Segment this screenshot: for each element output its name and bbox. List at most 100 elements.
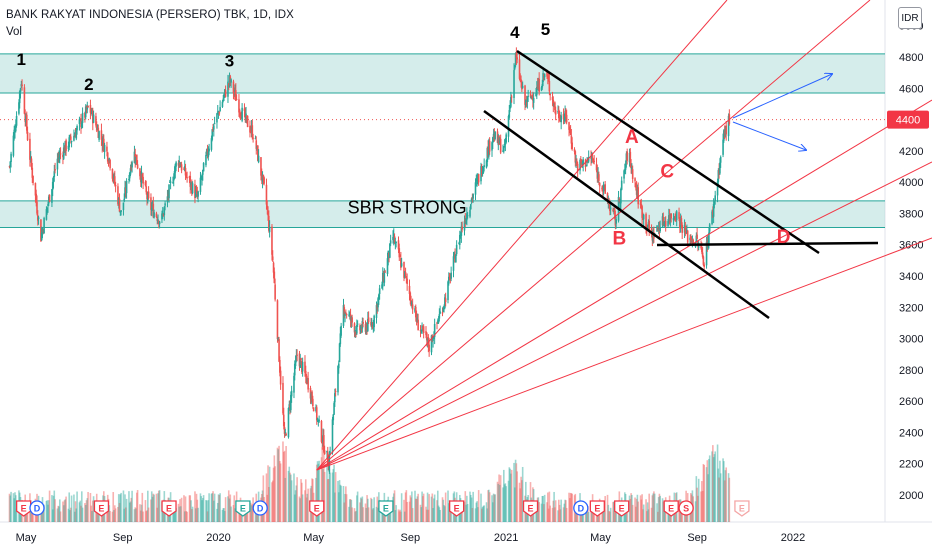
- volume-bar: [200, 496, 203, 522]
- volume-bar: [273, 455, 276, 522]
- candle-body: [184, 167, 187, 176]
- volume-bar: [466, 495, 468, 522]
- candle-body: [218, 112, 221, 114]
- candle-body: [191, 183, 194, 194]
- volume-bar: [339, 484, 342, 522]
- event-marker-shape: [734, 500, 750, 517]
- volume-bar: [25, 511, 28, 522]
- candle-body: [525, 102, 528, 105]
- volume-bar: [629, 498, 632, 522]
- candle-body: [723, 130, 725, 141]
- volume-bar: [315, 464, 318, 522]
- candle-body: [114, 185, 117, 187]
- candle-body: [57, 156, 60, 158]
- volume-bar: [602, 502, 605, 522]
- volume-bar: [389, 505, 392, 522]
- event-marker-shape: [252, 500, 268, 516]
- candle-body: [353, 323, 356, 333]
- volume-bar: [222, 508, 225, 522]
- candle-body: [136, 154, 138, 165]
- volume-bar: [503, 484, 506, 522]
- volume-bar: [114, 505, 116, 522]
- volume-bar: [13, 498, 16, 522]
- volume-bar: [153, 494, 155, 522]
- volume-bar: [492, 502, 494, 522]
- volume-bar: [426, 492, 429, 522]
- volume-bar: [695, 476, 698, 522]
- volume-bar: [609, 511, 611, 522]
- candle-body: [262, 174, 265, 179]
- volume-bar: [630, 493, 632, 522]
- candle-body: [606, 193, 609, 202]
- candle-body: [263, 177, 265, 184]
- candle-body: [460, 226, 463, 236]
- candle-body: [673, 217, 676, 221]
- volume-bar: [664, 511, 666, 522]
- annotation-label: D: [777, 227, 791, 248]
- event-marker-letter: E: [21, 504, 27, 514]
- volume-bar: [86, 498, 89, 522]
- candle-body: [260, 157, 262, 176]
- candle-body: [150, 197, 152, 210]
- volume-bar: [210, 493, 213, 522]
- candle-body: [361, 321, 364, 329]
- volume-bar: [67, 508, 70, 522]
- candle-body: [441, 312, 444, 314]
- volume-bar: [543, 504, 545, 522]
- event-marker-letter: E: [166, 504, 172, 514]
- volume-bar: [409, 495, 412, 522]
- volume-bar: [725, 467, 728, 522]
- last-price-tag-text: 4400: [896, 115, 920, 127]
- volume-bar: [371, 509, 374, 522]
- volume-bar: [499, 484, 501, 522]
- candle-body: [139, 168, 141, 177]
- volume-bar: [647, 509, 650, 522]
- candle-body: [646, 225, 648, 230]
- candle-body: [326, 450, 328, 453]
- candle-body: [444, 297, 446, 308]
- y-tick-label: 4200: [899, 146, 923, 158]
- volume-bar: [471, 507, 474, 522]
- candle-body: [433, 337, 435, 339]
- volume-bar: [620, 510, 622, 522]
- candle-body: [29, 156, 32, 159]
- candle-body: [398, 248, 401, 258]
- candle-body: [174, 164, 177, 173]
- candle-body: [67, 145, 70, 149]
- volume-bar: [213, 500, 215, 522]
- event-marker-shape: [589, 500, 605, 517]
- volume-bar: [98, 509, 100, 522]
- volume-bar: [427, 509, 430, 522]
- candle-body: [235, 90, 237, 101]
- candle-body: [521, 85, 524, 89]
- candle-body: [43, 217, 45, 234]
- candle-body: [87, 105, 89, 107]
- candle-body: [403, 261, 405, 278]
- candle-body: [40, 219, 42, 242]
- volume-bar: [141, 492, 144, 522]
- event-marker-letter: D: [34, 504, 41, 514]
- candle-body: [31, 167, 34, 178]
- candle-body: [582, 159, 584, 165]
- volume-bar: [641, 494, 643, 522]
- volume-bar: [382, 510, 385, 522]
- volume-bar: [91, 500, 94, 522]
- volume-bar: [267, 465, 269, 522]
- volume-bar: [716, 444, 719, 522]
- volume-bar: [554, 500, 557, 522]
- volume-bar: [547, 492, 549, 522]
- volume-bar: [173, 511, 176, 522]
- volume-bar: [282, 441, 284, 522]
- currency-button[interactable]: IDR: [898, 7, 922, 29]
- candle-body: [452, 256, 455, 271]
- volume-bar: [157, 493, 159, 522]
- candle-body: [520, 79, 522, 82]
- volume-bar: [656, 503, 658, 522]
- candle-body: [648, 220, 650, 231]
- candle-body: [463, 221, 466, 231]
- candle-body: [667, 221, 669, 226]
- volume-bar: [211, 493, 214, 522]
- candle-body: [332, 414, 335, 421]
